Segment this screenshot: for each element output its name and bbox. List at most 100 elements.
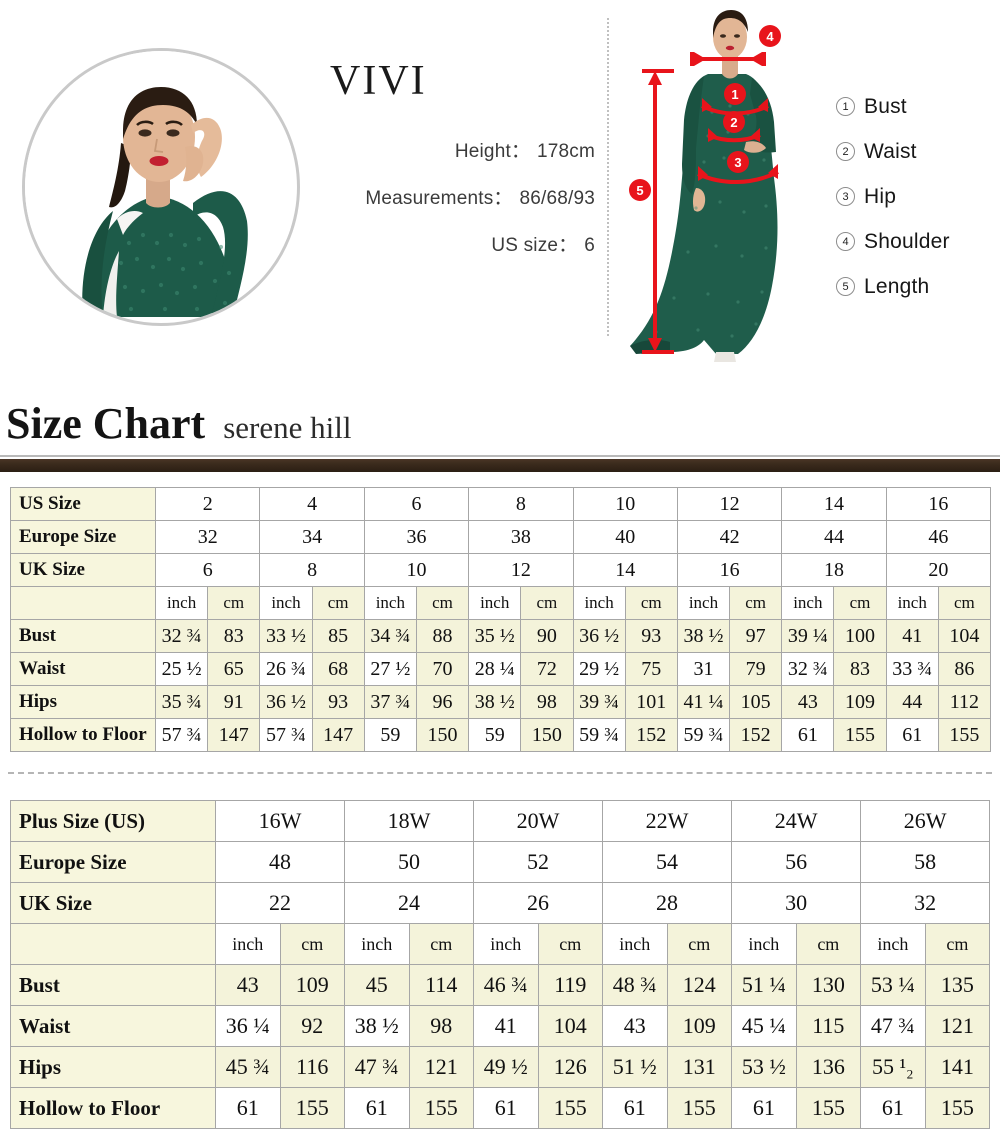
plus-table-row-waist: Waist 36 ¼ 92 38 ½ 98 41 104 43 109 45 ¼…	[10, 1005, 991, 1047]
spec-us-size-key: US size	[491, 235, 559, 256]
cell-eu-size-6: 44	[781, 520, 887, 554]
cell-us-size-0: 2	[154, 487, 261, 521]
plus-unit-cm-2: cm	[537, 923, 604, 965]
cell-uk-size-7: 20	[885, 553, 992, 587]
waist-cm-0: 65	[207, 652, 261, 686]
plus-table-row-hips: Hips 45 ¾ 116 47 ¾ 121 49 ½ 126 51 ½ 131…	[10, 1046, 991, 1088]
svg-text:4: 4	[766, 29, 774, 44]
title-rule-thin	[0, 455, 1000, 457]
plus-cell-size-3: 22W	[602, 800, 733, 842]
plus-unit-cm-0: cm	[279, 923, 346, 965]
hips-cm-0: 91	[207, 685, 261, 719]
cell-us-size-6: 14	[781, 487, 887, 521]
row-label-bust: Bust	[10, 619, 156, 653]
plus-htf-inch-3: 61	[602, 1087, 668, 1129]
htf-cm-6: 155	[833, 718, 887, 752]
plus-row-label-uk-size: UK Size	[10, 882, 216, 924]
hips-inch-3: 38 ½	[468, 685, 522, 719]
spec-measurements-value: 86/68/93	[519, 188, 595, 209]
spec-height: Height： 178cm	[330, 136, 595, 163]
table-row-units: inch cm inch cm inch cm inch cm inch cm …	[10, 586, 992, 620]
plus-cell-eu-5: 58	[860, 841, 991, 883]
bust-inch-0: 32 ¾	[154, 619, 209, 653]
model-name: VIVI	[330, 58, 427, 104]
plus-bust-inch-1: 45	[344, 964, 410, 1006]
plus-unit-inch-0: inch	[215, 923, 281, 965]
cell-us-size-2: 6	[363, 487, 470, 521]
cell-us-size-4: 10	[572, 487, 678, 521]
plus-bust-inch-3: 48 ¾	[602, 964, 668, 1006]
dress-measurement-diagram: 4 1 2 3 5	[612, 2, 827, 377]
spec-us-size: US size： 6	[330, 230, 595, 257]
table-row-hips: Hips 35 ¾ 91 36 ½ 93 37 ¾ 96 38 ½ 98 39 …	[10, 685, 992, 719]
unit-cm-5: cm	[729, 586, 783, 620]
bust-cm-4: 93	[624, 619, 678, 653]
htf-inch-5: 59 ¾	[676, 718, 731, 752]
plus-cell-uk-0: 22	[214, 882, 346, 924]
spec-us-size-value: 6	[584, 235, 595, 256]
table-row-us-size: US Size 2 4 6 8 10 12 14 16	[10, 487, 992, 521]
cell-uk-size-0: 6	[154, 553, 261, 587]
bust-cm-2: 88	[415, 619, 470, 653]
plus-htf-inch-5: 61	[860, 1087, 926, 1129]
legend-label-hip: Hip	[864, 184, 897, 208]
plus-bust-cm-0: 109	[279, 964, 346, 1006]
plus-hips-cm-3: 131	[666, 1046, 733, 1088]
table-row-europe-size: Europe Size 32 34 36 38 40 42 44 46	[10, 520, 992, 554]
bust-inch-3: 35 ½	[468, 619, 522, 653]
bust-cm-7: 104	[937, 619, 992, 653]
spec-height-key: Height	[454, 141, 511, 162]
htf-cm-4: 152	[624, 718, 678, 752]
hips-inch-0: 35 ¾	[154, 685, 209, 719]
plus-hips-cm-0: 116	[279, 1046, 346, 1088]
cell-us-size-7: 16	[885, 487, 992, 521]
plus-htf-cm-5: 155	[924, 1087, 991, 1129]
plus-cell-uk-5: 32	[860, 882, 991, 924]
vertical-dotted-divider	[607, 18, 609, 336]
waist-cm-5: 79	[729, 652, 783, 686]
plus-cell-uk-1: 24	[344, 882, 475, 924]
bust-inch-6: 39 ¼	[781, 619, 835, 653]
plus-bust-cm-1: 114	[408, 964, 475, 1006]
plus-waist-cm-2: 104	[537, 1005, 604, 1047]
waist-cm-2: 70	[415, 652, 470, 686]
hips-cm-7: 112	[937, 685, 992, 719]
plus-table-row-uk-size: UK Size 22 24 26 28 30 32	[10, 882, 991, 924]
plus-row-label-hips: Hips	[10, 1046, 216, 1088]
plus-unit-cm-4: cm	[795, 923, 862, 965]
plus-hips-inch-0: 45 ¾	[215, 1046, 281, 1088]
cell-uk-size-5: 16	[676, 553, 783, 587]
waist-inch-7: 33 ¾	[885, 652, 939, 686]
diagram-marker-5: 5	[629, 179, 651, 201]
plus-row-label-europe-size: Europe Size	[10, 841, 216, 883]
measurement-legend: 1 Bust 2 Waist 3 Hip 4 Shoulder 5 Length	[836, 84, 996, 309]
htf-inch-2: 59	[363, 718, 417, 752]
unit-inch-5: inch	[676, 586, 731, 620]
waist-inch-0: 25 ½	[154, 652, 209, 686]
bust-inch-5: 38 ½	[676, 619, 731, 653]
plus-htf-cm-1: 155	[408, 1087, 475, 1129]
row-label-us-size: US Size	[10, 487, 156, 521]
plus-row-label-plus-size: Plus Size (US)	[10, 800, 216, 842]
plus-table-row-units: inch cm inch cm inch cm inch cm inch cm …	[10, 923, 991, 965]
model-info-panel: VIVI Height： 178cm Measurements： 86/68/93 …	[0, 0, 1000, 385]
plus-hips-inch-2: 49 ½	[473, 1046, 539, 1088]
legend-item-bust: 1 Bust	[836, 84, 996, 129]
legend-badge-3-icon: 3	[836, 187, 855, 206]
cell-uk-size-1: 8	[259, 553, 365, 587]
plus-hips-inch-3: 51 ½	[602, 1046, 668, 1088]
plus-cell-size-2: 20W	[473, 800, 604, 842]
unit-inch-2: inch	[363, 586, 417, 620]
plus-waist-cm-4: 115	[795, 1005, 862, 1047]
hips-cm-6: 109	[833, 685, 887, 719]
plus-hips-inch-5: 55 ¹₂	[860, 1046, 926, 1088]
hips-inch-7: 44	[885, 685, 939, 719]
plus-htf-inch-0: 61	[215, 1087, 281, 1129]
plus-size-table: Plus Size (US) 16W 18W 20W 22W 24W 26W E…	[10, 800, 991, 1129]
legend-item-length: 5 Length	[836, 264, 996, 309]
plus-bust-inch-0: 43	[215, 964, 281, 1006]
plus-hips-cm-2: 126	[537, 1046, 604, 1088]
waist-inch-2: 27 ½	[363, 652, 417, 686]
plus-row-label-bust: Bust	[10, 964, 216, 1006]
bust-inch-7: 41	[885, 619, 939, 653]
